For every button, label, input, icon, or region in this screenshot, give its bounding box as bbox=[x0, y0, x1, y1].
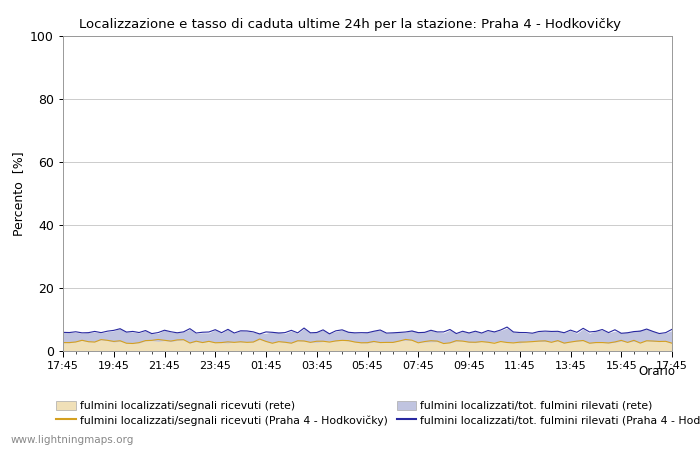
Text: Localizzazione e tasso di caduta ultime 24h per la stazione: Praha 4 - Hodkovičk: Localizzazione e tasso di caduta ultime … bbox=[79, 18, 621, 31]
Text: Orario: Orario bbox=[638, 365, 675, 378]
Y-axis label: Percento  [%]: Percento [%] bbox=[11, 151, 25, 236]
Legend: fulmini localizzati/segnali ricevuti (rete), fulmini localizzati/segnali ricevut: fulmini localizzati/segnali ricevuti (re… bbox=[56, 400, 700, 426]
Text: www.lightningmaps.org: www.lightningmaps.org bbox=[10, 435, 134, 445]
